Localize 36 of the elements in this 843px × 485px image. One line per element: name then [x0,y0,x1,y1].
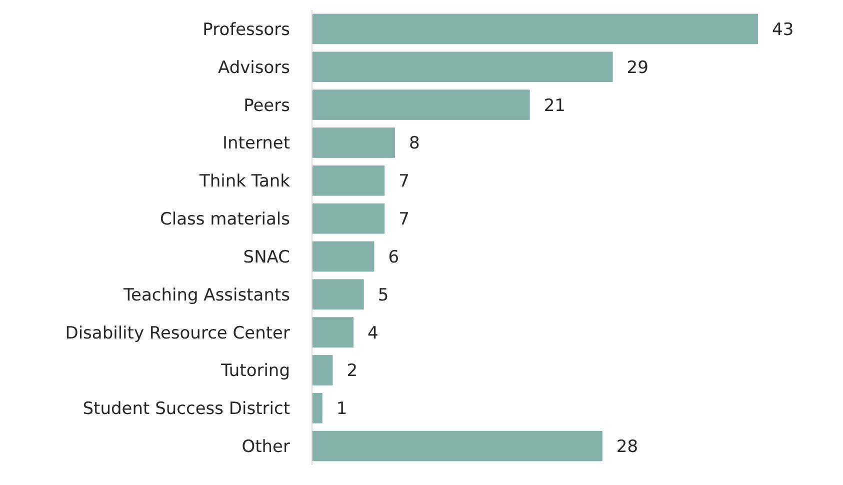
y-tick-label: Disability Resource Center [65,323,290,344]
bar [312,14,758,44]
y-tick-label: Student Success District [82,399,290,420]
data-label: 6 [388,247,400,268]
y-tick-label: Class materials [160,210,290,230]
y-tick-label: Tutoring [220,361,290,382]
data-label: 21 [544,96,566,116]
y-tick-label: Advisors [218,58,290,78]
y-tick-label: Peers [244,96,290,116]
data-label: 7 [398,172,410,192]
data-label: 29 [626,58,648,78]
data-label: 43 [772,20,794,40]
y-tick-label: Other [242,437,290,458]
y-tick-label: Internet [222,134,290,154]
y-tick-label: Think Tank [198,172,290,192]
y-tick-label: SNAC [243,247,290,268]
bar [312,128,395,158]
bar [312,392,322,424]
data-label: 5 [378,285,389,306]
data-label: 28 [616,437,638,458]
data-label: 8 [408,134,420,154]
data-label: 1 [336,399,348,420]
y-tick-label: Professors [202,20,290,40]
bar [312,355,333,386]
y-tick-label: Teaching Assistants [122,285,290,306]
bar [312,203,385,234]
data-label: 2 [346,361,358,382]
bar [312,241,374,272]
data-label: 4 [367,323,378,344]
bar [312,317,354,348]
data-label: 7 [398,210,410,230]
bar [312,430,602,462]
bar [312,52,613,82]
bar [312,90,530,120]
bar [312,165,385,196]
bar [312,279,364,310]
